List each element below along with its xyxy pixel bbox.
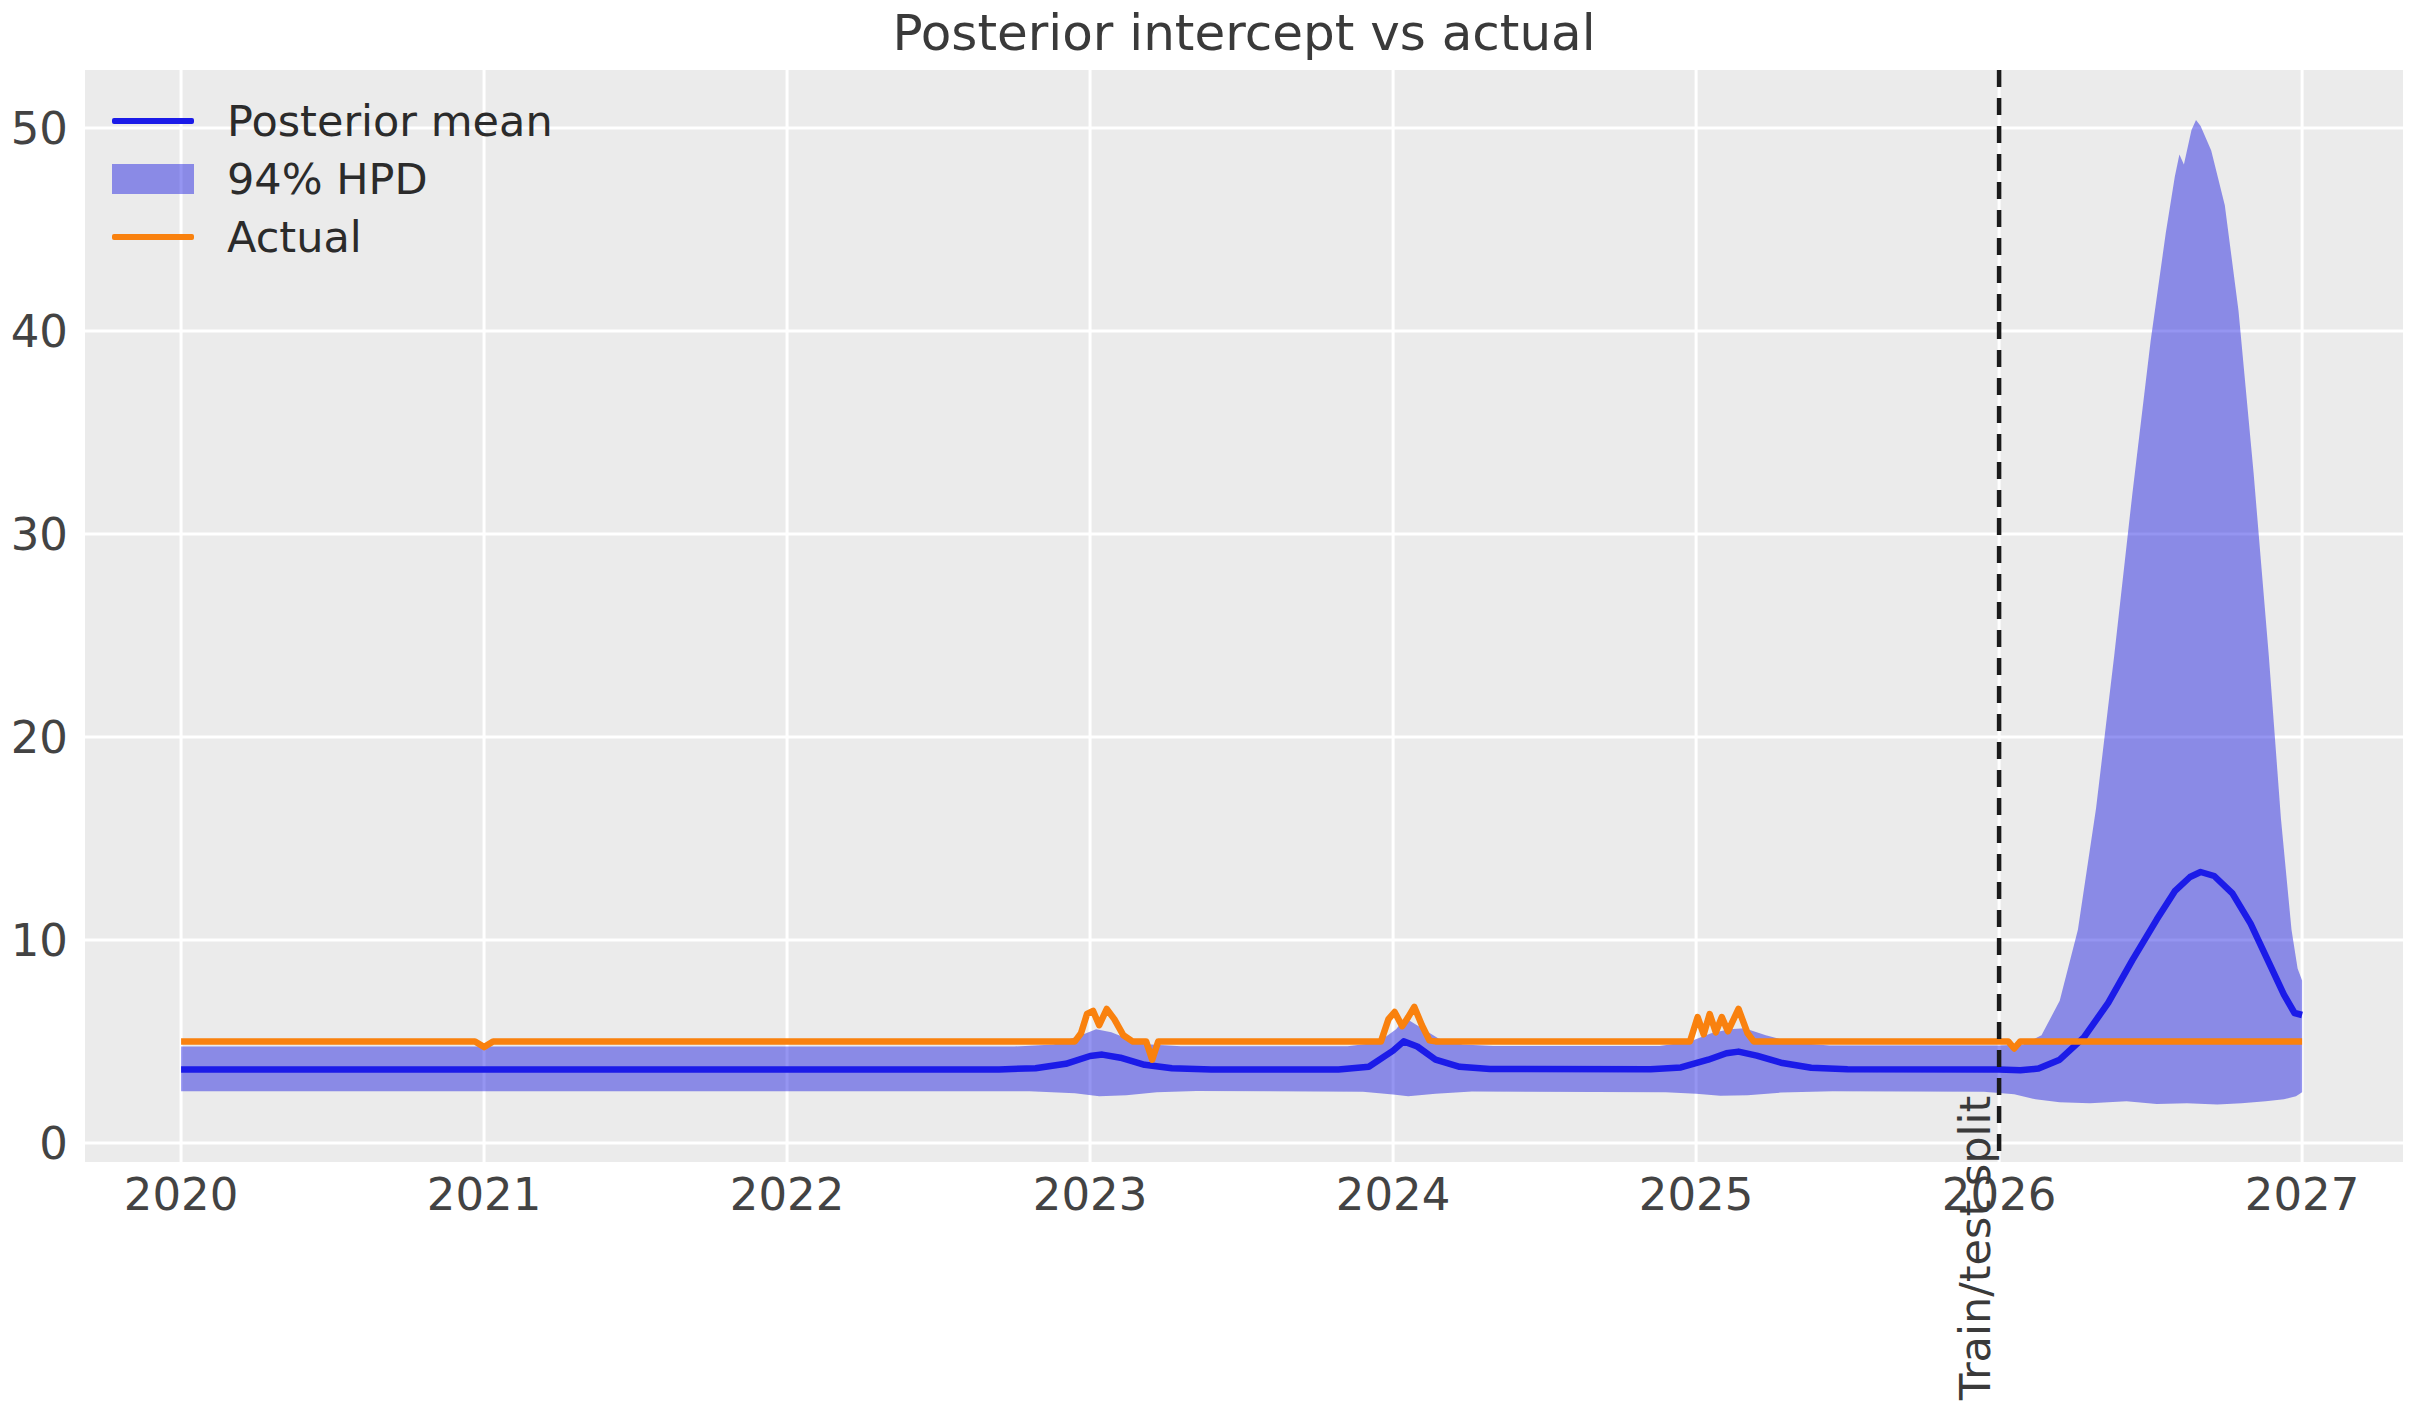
x-tick-label: 2025 [1639, 1168, 1754, 1221]
legend-label: 94% HPD [227, 158, 428, 201]
train-test-split-label: Train/test split [1951, 1096, 1999, 1400]
legend: Posterior mean 94% HPD Actual [112, 92, 553, 266]
x-tick-label: 2027 [2245, 1168, 2360, 1221]
x-tick-label: 2022 [730, 1168, 845, 1221]
x-tick-label: 2021 [427, 1168, 542, 1221]
legend-label: Actual [227, 216, 362, 259]
figure: Posterior intercept vs actual 2020202120… [0, 0, 2423, 1423]
y-tick-label: 10 [11, 914, 68, 967]
x-tick-label: 2020 [124, 1168, 239, 1221]
hpd-patch-swatch [112, 164, 194, 194]
posterior-mean-line-swatch [112, 118, 194, 124]
y-tick-label: 0 [39, 1117, 68, 1170]
x-tick-label: 2023 [1033, 1168, 1148, 1221]
y-tick-label: 40 [11, 305, 68, 358]
x-tick-label: 2024 [1336, 1168, 1451, 1221]
actual-line-swatch [112, 234, 194, 240]
y-axis: 0 10 20 30 40 50 [11, 102, 68, 1170]
y-tick-label: 50 [11, 102, 68, 155]
y-tick-label: 30 [11, 508, 68, 561]
legend-item-posterior-mean: Posterior mean [112, 92, 553, 150]
x-axis: 20202021202220232024202520262027 [124, 1168, 2360, 1221]
legend-label: Posterior mean [227, 100, 553, 143]
legend-item-hpd: 94% HPD [112, 150, 553, 208]
y-tick-label: 20 [11, 711, 68, 764]
legend-item-actual: Actual [112, 208, 553, 266]
